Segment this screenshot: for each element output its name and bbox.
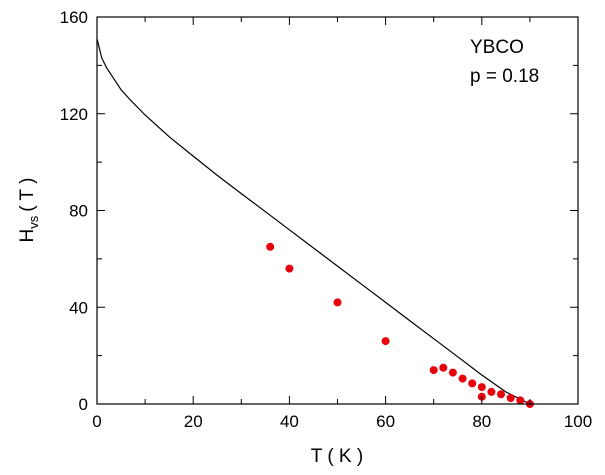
data-point: [468, 379, 477, 388]
data-point: [477, 383, 486, 392]
y-tick-label: 0: [79, 395, 88, 414]
y-axis-label-main: H: [17, 229, 38, 243]
data-point: [506, 394, 515, 402]
y-tick-label: 40: [69, 298, 88, 317]
annotation-doping: p = 0.18: [470, 66, 539, 87]
y-tick-label: 120: [60, 105, 88, 124]
data-point: [516, 396, 525, 405]
y-tick-label: 160: [60, 8, 88, 27]
tick-labels-layer: 0 20 40 60 80 100 0 40 80 120 160: [60, 8, 593, 431]
y-axis-label-subscript: vs: [26, 215, 41, 229]
data-points-layer: [266, 242, 534, 408]
data-point: [439, 363, 448, 372]
x-tick-label: 40: [280, 412, 299, 431]
x-tick-label: 60: [376, 412, 395, 431]
y-tick-label: 80: [69, 202, 88, 221]
data-point: [497, 390, 505, 399]
ticks-layer: [96, 16, 579, 405]
y-axis-label-unit: ( T ): [17, 178, 38, 212]
x-tick-label: 20: [184, 412, 203, 431]
fit-curve: [96, 38, 531, 405]
data-point: [266, 242, 275, 251]
fit-curve-layer: [96, 38, 531, 405]
data-point: [458, 374, 467, 383]
annotation-material: YBCO: [470, 37, 524, 58]
x-tick-label: 100: [564, 412, 592, 431]
x-tick-label: 0: [92, 412, 101, 431]
x-tick-label: 80: [472, 412, 491, 431]
data-point: [487, 387, 496, 396]
data-point: [381, 337, 390, 346]
x-axis-label: T ( K ): [311, 446, 363, 467]
data-point: [333, 298, 342, 307]
data-point: [429, 366, 438, 375]
y-axis-label: Hvs ( T ): [17, 178, 41, 243]
data-point: [448, 368, 457, 377]
data-point: [285, 264, 294, 273]
